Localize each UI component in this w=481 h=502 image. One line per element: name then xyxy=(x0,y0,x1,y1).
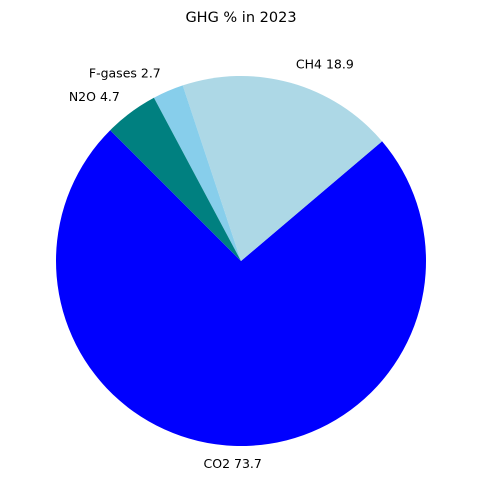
pie-slice-ch4 xyxy=(182,76,383,262)
slice-label-ch4: CH4 18.9 xyxy=(296,57,354,72)
pie-slice-n2o xyxy=(110,97,241,261)
pie-slice-co2 xyxy=(56,130,427,447)
chart-title: GHG % in 2023 xyxy=(185,10,296,26)
slice-label-f-gases: F-gases 2.7 xyxy=(89,65,161,80)
slice-label-n2o: N2O 4.7 xyxy=(69,89,120,104)
slice-labels: CO2 73.7 CH4 18.9 F-gases 2.7 N2O 4.7 xyxy=(69,57,354,471)
pie-slice-f-gases xyxy=(153,85,241,261)
pie-slices xyxy=(56,76,427,447)
slice-label-co2: CO2 73.7 xyxy=(204,456,262,471)
